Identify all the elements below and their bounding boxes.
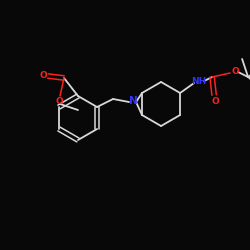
Text: O: O: [211, 96, 219, 106]
Text: O: O: [231, 68, 239, 76]
Text: O: O: [55, 96, 63, 106]
Text: O: O: [39, 72, 47, 80]
Text: NH: NH: [192, 76, 207, 86]
Text: N: N: [129, 96, 138, 106]
